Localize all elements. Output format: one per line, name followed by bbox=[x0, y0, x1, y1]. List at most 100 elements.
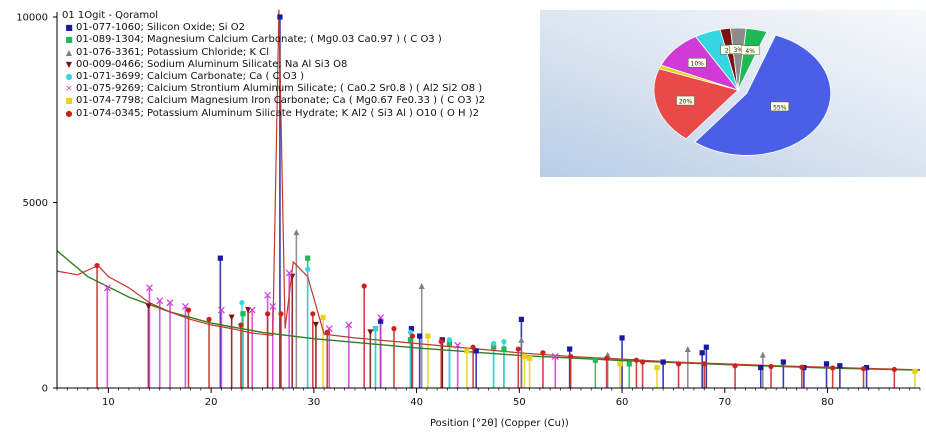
peak-marker-3-4 bbox=[312, 321, 319, 328]
peak-marker-7-11 bbox=[438, 339, 444, 345]
legend-label: 01-077-1060; Silicon Oxide; Si O2 bbox=[76, 22, 245, 34]
pie-label-box-7 bbox=[740, 45, 760, 55]
peak-marker-5-7 bbox=[264, 291, 272, 299]
peak-marker-7-6 bbox=[310, 311, 316, 317]
peak-marker-4-0 bbox=[239, 300, 245, 306]
peak-marker-7-18 bbox=[640, 359, 646, 365]
peak-marker-7-2 bbox=[206, 316, 212, 322]
peak-marker-0-13 bbox=[758, 364, 764, 371]
peak-marker-0-6 bbox=[473, 348, 479, 354]
axes: 10 20 30 40 50 60 70 80 0 5000 10000 bbox=[16, 12, 921, 408]
peak-marker-1-6 bbox=[501, 346, 507, 352]
pie-label-box-1 bbox=[676, 95, 695, 106]
legend-label: 01-075-9269; Calcium Strontium Aluminum … bbox=[76, 83, 483, 95]
peak-marker-7-10 bbox=[409, 333, 416, 339]
legend-label: 01-074-7798; Calcium Magnesium Iron Carb… bbox=[76, 95, 486, 107]
pie-label-1: 20% bbox=[679, 99, 693, 106]
measured-profile-line bbox=[56, 9, 921, 371]
peak-marker-0-8 bbox=[567, 346, 573, 352]
legend-entry: ▲ 01-076-3361; Potassium Chloride; K Cl bbox=[62, 47, 485, 59]
peak-marker-7-19 bbox=[675, 361, 682, 367]
phase-peak-markers bbox=[94, 14, 918, 374]
peak-marker-2-1 bbox=[418, 282, 425, 289]
peak-marker-5-11 bbox=[345, 321, 353, 329]
peak-marker-4-5 bbox=[491, 340, 497, 347]
peak-marker-5-1 bbox=[146, 284, 153, 292]
legend-entry: ✕ 01-075-9269; Calcium Strontium Aluminum… bbox=[62, 83, 485, 95]
peak-marker-2-4 bbox=[684, 346, 691, 353]
peak-marker-0-11 bbox=[699, 350, 705, 356]
peak-marker-0-17 bbox=[837, 363, 843, 369]
peak-marker-6-6 bbox=[654, 364, 660, 371]
peak-marker-3-5 bbox=[367, 329, 374, 336]
peak-marker-7-5 bbox=[278, 311, 284, 317]
x-tick-label-3: 40 bbox=[410, 397, 423, 408]
peak-marker-7-16 bbox=[604, 355, 610, 361]
peak-marker-7-3 bbox=[238, 322, 244, 328]
peak-marker-7-8 bbox=[361, 283, 367, 289]
legend-entry: ■ 01-089-1304; Magnesium Calcium Carbonat… bbox=[62, 34, 485, 46]
legend-marker: ■ bbox=[65, 96, 73, 106]
peak-marker-7-21 bbox=[732, 363, 738, 369]
peak-marker-0-1 bbox=[277, 14, 283, 20]
peak-marker-0-7 bbox=[518, 316, 524, 322]
y-tick-label-1: 5000 bbox=[23, 198, 48, 209]
x-axis-title: Position [°2θ] (Copper (Cu)) bbox=[430, 418, 569, 429]
peak-marker-5-8 bbox=[269, 302, 277, 310]
profile-curves bbox=[56, 9, 921, 371]
peak-marker-1-7 bbox=[592, 357, 598, 363]
x-tick-label-4: 50 bbox=[513, 397, 526, 408]
peak-marker-1-8 bbox=[626, 361, 632, 367]
peak-marker-4-6 bbox=[501, 339, 507, 345]
legend-label: 01-071-3699; Calcium Carbonate; Ca ( C O… bbox=[76, 71, 305, 83]
x-tick-label-7: 80 bbox=[821, 397, 834, 408]
pie-label-0: 55% bbox=[773, 104, 787, 111]
pie-label-box-3 bbox=[687, 57, 707, 68]
phase-composition-pie: 55%20%10%2%3%4% bbox=[653, 27, 832, 156]
pie-slice-7 bbox=[737, 27, 768, 91]
pie-slice-1 bbox=[653, 68, 739, 140]
peak-marker-5-0 bbox=[103, 284, 111, 292]
peak-marker-7-22 bbox=[768, 363, 774, 370]
peak-marker-7-14 bbox=[540, 350, 546, 356]
peak-marker-7-4 bbox=[265, 311, 271, 317]
legend-title: 01 1Ogit - Qoramol bbox=[62, 10, 159, 21]
peak-marker-0-14 bbox=[780, 359, 786, 365]
peak-marker-0-16 bbox=[823, 361, 830, 367]
pie-label-3: 10% bbox=[691, 61, 705, 68]
x-tick-label-0: 10 bbox=[102, 397, 115, 408]
peak-marker-4-1 bbox=[305, 266, 311, 272]
peak-marker-7-9 bbox=[391, 326, 397, 332]
peak-marker-1-3 bbox=[407, 337, 414, 343]
peak-marker-6-3 bbox=[521, 353, 528, 360]
peak-marker-6-5 bbox=[617, 361, 623, 367]
peak-marker-4-4 bbox=[446, 337, 453, 343]
peak-marker-7-23 bbox=[799, 364, 805, 370]
peak-marker-1-4 bbox=[446, 340, 453, 347]
peak-marker-7-20 bbox=[701, 361, 707, 367]
peak-marker-7-1 bbox=[185, 307, 192, 313]
peak-marker-6-7 bbox=[912, 368, 918, 374]
background-curve bbox=[56, 250, 921, 371]
peak-marker-1-1 bbox=[305, 255, 311, 261]
peak-marker-7-25 bbox=[860, 366, 867, 372]
pie-label-6: 3% bbox=[733, 47, 743, 54]
peak-marker-3-2 bbox=[245, 307, 252, 314]
peak-marker-2-0 bbox=[293, 229, 300, 236]
peak-marker-7-7 bbox=[324, 329, 330, 335]
peak-marker-6-1 bbox=[425, 333, 431, 339]
peak-marker-0-10 bbox=[660, 359, 666, 365]
peak-marker-4-2 bbox=[372, 326, 379, 332]
y-tick-label-0: 0 bbox=[42, 384, 48, 395]
legend-entry: ▼ 00-009-0466; Sodium Aluminum Silicate; … bbox=[62, 59, 485, 71]
legend-entry: ■ 01-077-1060; Silicon Oxide; Si O2 bbox=[62, 22, 485, 34]
peak-marker-0-2 bbox=[378, 318, 384, 324]
peak-marker-6-0 bbox=[320, 314, 326, 321]
peak-marker-2-2 bbox=[518, 336, 525, 343]
peak-marker-5-9 bbox=[285, 269, 293, 277]
legend-marker: ▲ bbox=[65, 47, 73, 57]
x-tick-label-2: 30 bbox=[307, 397, 320, 408]
peak-marker-7-13 bbox=[515, 346, 521, 352]
